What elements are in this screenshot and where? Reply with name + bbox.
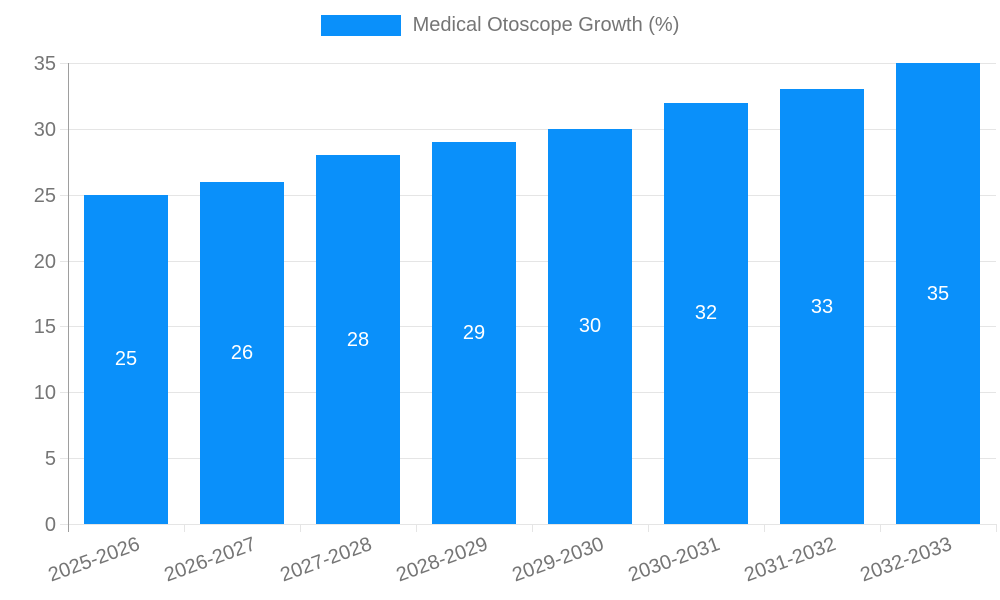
bar-value-label: 33 — [810, 295, 834, 318]
x-tick-mark — [648, 524, 649, 532]
y-axis-tick-label: 35 — [33, 53, 56, 75]
x-axis-tick-label: 2030-2031 — [625, 533, 724, 587]
x-axis-tick-label: 2027-2028 — [277, 533, 376, 587]
y-axis-tick-label: 20 — [33, 250, 56, 273]
y-tick-mark — [60, 260, 68, 262]
bar-value-label: 25 — [114, 348, 138, 371]
x-tick-mark — [416, 524, 417, 532]
legend-item[interactable]: Medical Otoscope Growth (%) — [0, 14, 1000, 36]
x-tick-mark — [184, 524, 185, 532]
y-gridline — [68, 326, 996, 328]
x-tick-mark — [996, 524, 997, 532]
y-gridline — [68, 128, 996, 130]
x-axis-tick-label: 2029-2030 — [509, 533, 608, 587]
y-gridline — [68, 63, 996, 64]
bar-2029-2030[interactable] — [548, 128, 632, 524]
y-gridline — [68, 260, 996, 262]
bar-value-label: 29 — [462, 322, 486, 344]
y-tick-mark — [60, 63, 68, 64]
y-axis-tick-label: 10 — [33, 382, 56, 405]
y-axis-tick-label: 25 — [33, 184, 56, 207]
y-gridline — [68, 194, 996, 196]
x-axis-tick-label: 2032-2033 — [857, 533, 956, 587]
y-axis-line — [68, 63, 69, 532]
x-tick-mark — [764, 524, 765, 532]
y-tick-mark — [60, 194, 68, 196]
x-tick-mark — [880, 524, 881, 532]
legend-swatch — [320, 14, 401, 36]
y-axis-tick-label: 30 — [33, 118, 56, 141]
x-tick-mark — [532, 524, 533, 532]
bar-2026-2027[interactable] — [200, 181, 284, 524]
bar-value-label: 30 — [578, 315, 602, 338]
bar-value-label: 26 — [230, 341, 254, 364]
bar-2025-2026[interactable] — [84, 194, 168, 524]
y-gridline — [68, 458, 996, 460]
bar-value-label: 35 — [926, 282, 950, 305]
y-axis-tick-label: 0 — [44, 514, 56, 536]
y-tick-mark — [60, 128, 68, 130]
bar-value-label: 28 — [346, 328, 370, 351]
x-axis-tick-label: 2025-2026 — [45, 533, 144, 587]
y-gridline — [68, 392, 996, 394]
x-axis-tick-label: 2031-2032 — [741, 533, 840, 587]
bar-2031-2032[interactable] — [780, 89, 864, 524]
x-axis-tick-label: 2026-2027 — [161, 533, 260, 587]
y-tick-mark — [60, 524, 68, 525]
bar-value-label: 32 — [694, 302, 718, 325]
bar-2032-2033[interactable] — [896, 63, 980, 524]
bar-2030-2031[interactable] — [664, 102, 748, 524]
y-axis-tick-label: 15 — [33, 316, 56, 339]
y-axis-tick-label: 5 — [44, 448, 56, 471]
bar-2027-2028[interactable] — [316, 155, 400, 524]
x-axis-tick-label: 2028-2029 — [393, 533, 492, 587]
legend-label: Medical Otoscope Growth (%) — [412, 14, 680, 36]
y-tick-mark — [60, 326, 68, 328]
y-tick-mark — [60, 392, 68, 394]
bar-2028-2029[interactable] — [432, 142, 516, 524]
x-tick-mark — [300, 524, 301, 532]
y-tick-mark — [60, 458, 68, 460]
